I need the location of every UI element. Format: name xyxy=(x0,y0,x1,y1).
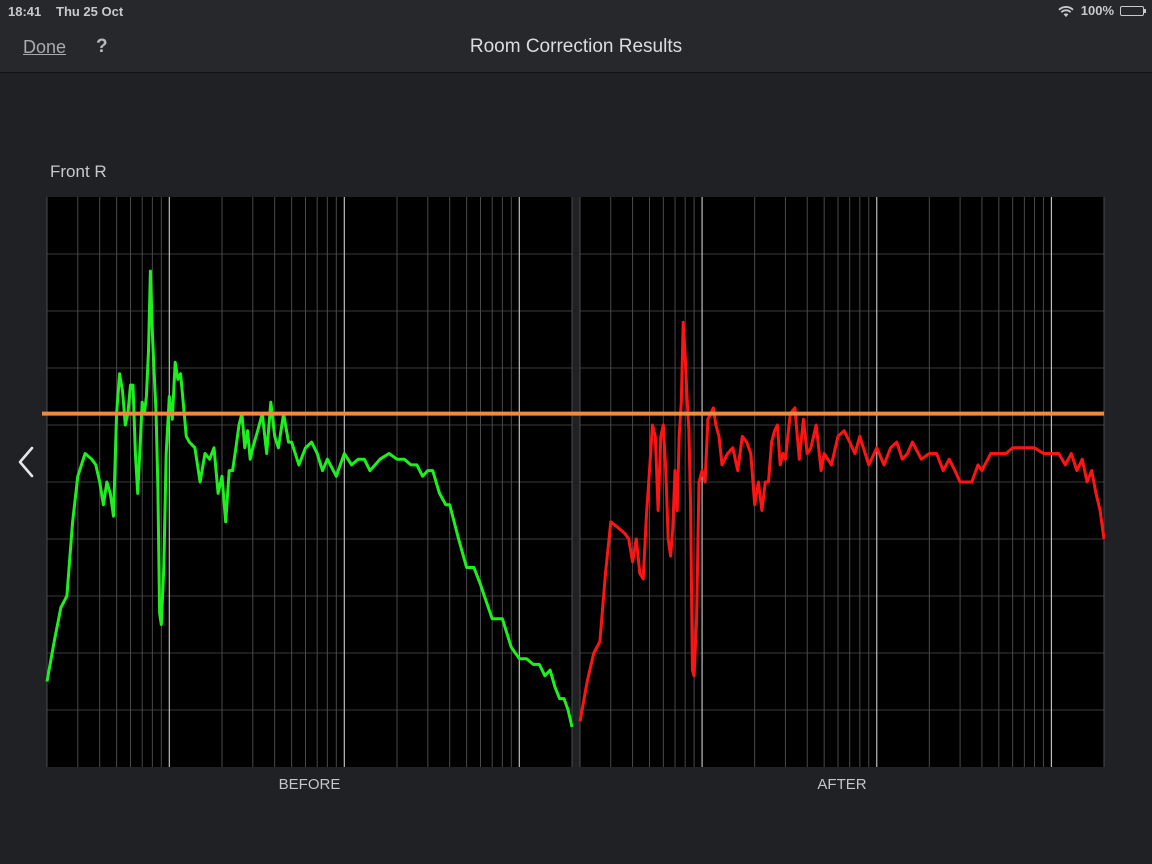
channel-label: Front R xyxy=(50,162,107,181)
battery-icon xyxy=(1120,5,1146,16)
page-title: Room Correction Results xyxy=(469,36,683,57)
done-button[interactable]: Done xyxy=(23,37,67,57)
chevron-left-icon[interactable] xyxy=(14,444,38,480)
help-button[interactable]: ? xyxy=(96,36,108,57)
after-grid xyxy=(579,197,1105,767)
status-bar: 18:41 Thu 25 Oct 100% xyxy=(0,0,1152,24)
navigation-bar: Done ? Room Correction Results xyxy=(0,24,1152,73)
before-response-line xyxy=(45,269,574,728)
status-time: 18:41 xyxy=(8,4,42,19)
before-label: BEFORE xyxy=(278,776,341,793)
after-response-line xyxy=(578,320,1106,722)
status-date: Thu 25 Oct xyxy=(56,4,124,19)
battery-percentage: 100% xyxy=(1080,3,1114,18)
wifi-icon xyxy=(1058,5,1074,17)
after-label: AFTER xyxy=(817,776,867,793)
status-right: 100% xyxy=(1057,3,1146,18)
